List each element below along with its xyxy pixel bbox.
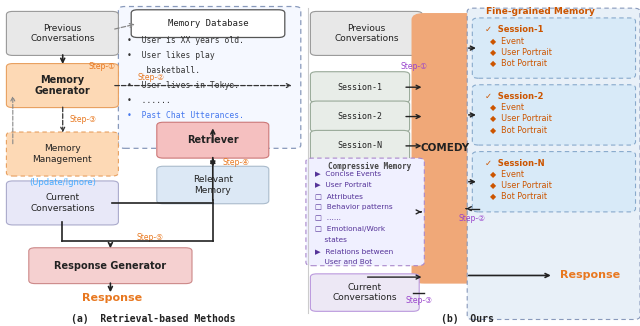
- Text: ◆  Bot Portrait: ◆ Bot Portrait: [490, 191, 547, 200]
- FancyBboxPatch shape: [467, 8, 640, 319]
- Text: □  Attributes: □ Attributes: [315, 193, 363, 199]
- Text: (b)  Ours: (b) Ours: [441, 314, 493, 324]
- Text: ✓  Session-2: ✓ Session-2: [485, 92, 543, 101]
- Text: Current
Conversations: Current Conversations: [30, 193, 95, 213]
- Text: ✓  Session-N: ✓ Session-N: [485, 158, 545, 168]
- Text: •  User is XX years old.: • User is XX years old.: [127, 36, 244, 45]
- FancyBboxPatch shape: [472, 152, 636, 212]
- Text: Step-④: Step-④: [223, 158, 250, 167]
- Text: ▶  Concise Events: ▶ Concise Events: [315, 170, 381, 176]
- FancyBboxPatch shape: [472, 18, 636, 78]
- FancyBboxPatch shape: [6, 64, 118, 108]
- Text: states: states: [315, 237, 347, 243]
- Text: Retriever: Retriever: [187, 135, 239, 145]
- Text: ◆  Bot Portrait: ◆ Bot Portrait: [490, 58, 547, 67]
- FancyBboxPatch shape: [6, 181, 118, 225]
- Text: Previous
Conversations: Previous Conversations: [30, 24, 95, 43]
- Text: ◆  Event: ◆ Event: [490, 36, 524, 45]
- Text: Session-N: Session-N: [337, 141, 383, 150]
- FancyBboxPatch shape: [310, 72, 410, 103]
- Text: Step-①: Step-①: [88, 62, 115, 71]
- Text: Fine-grained Memory: Fine-grained Memory: [486, 7, 595, 16]
- FancyBboxPatch shape: [310, 274, 419, 311]
- Text: Memory Database: Memory Database: [168, 19, 248, 28]
- FancyBboxPatch shape: [6, 132, 118, 176]
- Text: Current
Conversations: Current Conversations: [333, 283, 397, 302]
- Text: •  ......: • ......: [127, 96, 171, 105]
- Text: Response: Response: [560, 271, 620, 280]
- Text: ◆  User Portrait: ◆ User Portrait: [490, 47, 552, 56]
- Text: ◆  User Portrait: ◆ User Portrait: [490, 113, 552, 123]
- Text: ◆  Bot Portrait: ◆ Bot Portrait: [490, 125, 547, 134]
- FancyBboxPatch shape: [29, 248, 192, 284]
- Text: Memory
Management: Memory Management: [33, 144, 92, 164]
- FancyBboxPatch shape: [306, 158, 424, 266]
- Text: COMEDY: COMEDY: [420, 143, 470, 153]
- Text: ▶  User Portrait: ▶ User Portrait: [315, 182, 371, 187]
- FancyBboxPatch shape: [6, 11, 118, 55]
- FancyBboxPatch shape: [412, 13, 479, 284]
- Text: •  User likes play: • User likes play: [127, 51, 214, 60]
- Text: □  Emotional/Work: □ Emotional/Work: [315, 226, 385, 232]
- FancyBboxPatch shape: [310, 101, 410, 132]
- Text: Step-⑤: Step-⑤: [137, 233, 164, 243]
- Text: Step-②: Step-②: [459, 214, 486, 223]
- FancyBboxPatch shape: [310, 130, 410, 161]
- Text: basketball.: basketball.: [127, 66, 200, 75]
- Text: ◆  Event: ◆ Event: [490, 102, 524, 111]
- FancyBboxPatch shape: [131, 10, 285, 37]
- Text: •  Past Chat Utterances.: • Past Chat Utterances.: [127, 111, 244, 120]
- Text: ◆  Event: ◆ Event: [490, 169, 524, 178]
- Text: Session-1: Session-1: [337, 83, 383, 92]
- Text: ▶  Relations between: ▶ Relations between: [315, 248, 393, 254]
- FancyBboxPatch shape: [472, 85, 636, 145]
- Text: (a)  Retrieval-based Methods: (a) Retrieval-based Methods: [71, 314, 236, 324]
- Text: Response Generator: Response Generator: [54, 261, 166, 271]
- Text: Memory
Generator: Memory Generator: [35, 75, 90, 96]
- Text: Previous
Conversations: Previous Conversations: [334, 24, 399, 43]
- Text: (Update/Ignore): (Update/Ignore): [29, 178, 96, 187]
- Text: Relevant
Memory: Relevant Memory: [193, 175, 233, 195]
- Text: ◆  User Portrait: ◆ User Portrait: [490, 180, 552, 189]
- Text: Step-②: Step-②: [138, 73, 164, 82]
- Text: Compressive Memory: Compressive Memory: [328, 162, 412, 171]
- FancyBboxPatch shape: [310, 11, 422, 55]
- Text: •  User lives in Tokyo.: • User lives in Tokyo.: [127, 81, 239, 90]
- Text: □  ......: □ ......: [315, 215, 341, 221]
- Text: User and Bot: User and Bot: [315, 259, 372, 265]
- Text: Response: Response: [82, 293, 142, 303]
- Text: Step-③: Step-③: [405, 296, 432, 305]
- FancyBboxPatch shape: [157, 122, 269, 158]
- FancyBboxPatch shape: [157, 166, 269, 204]
- Text: Step-③: Step-③: [69, 115, 96, 124]
- FancyBboxPatch shape: [118, 7, 301, 148]
- Text: Step-①: Step-①: [400, 62, 428, 71]
- Text: Session-2: Session-2: [337, 112, 383, 121]
- Text: ✓  Session-1: ✓ Session-1: [485, 25, 543, 34]
- Text: □  Behavior patterns: □ Behavior patterns: [315, 204, 392, 210]
